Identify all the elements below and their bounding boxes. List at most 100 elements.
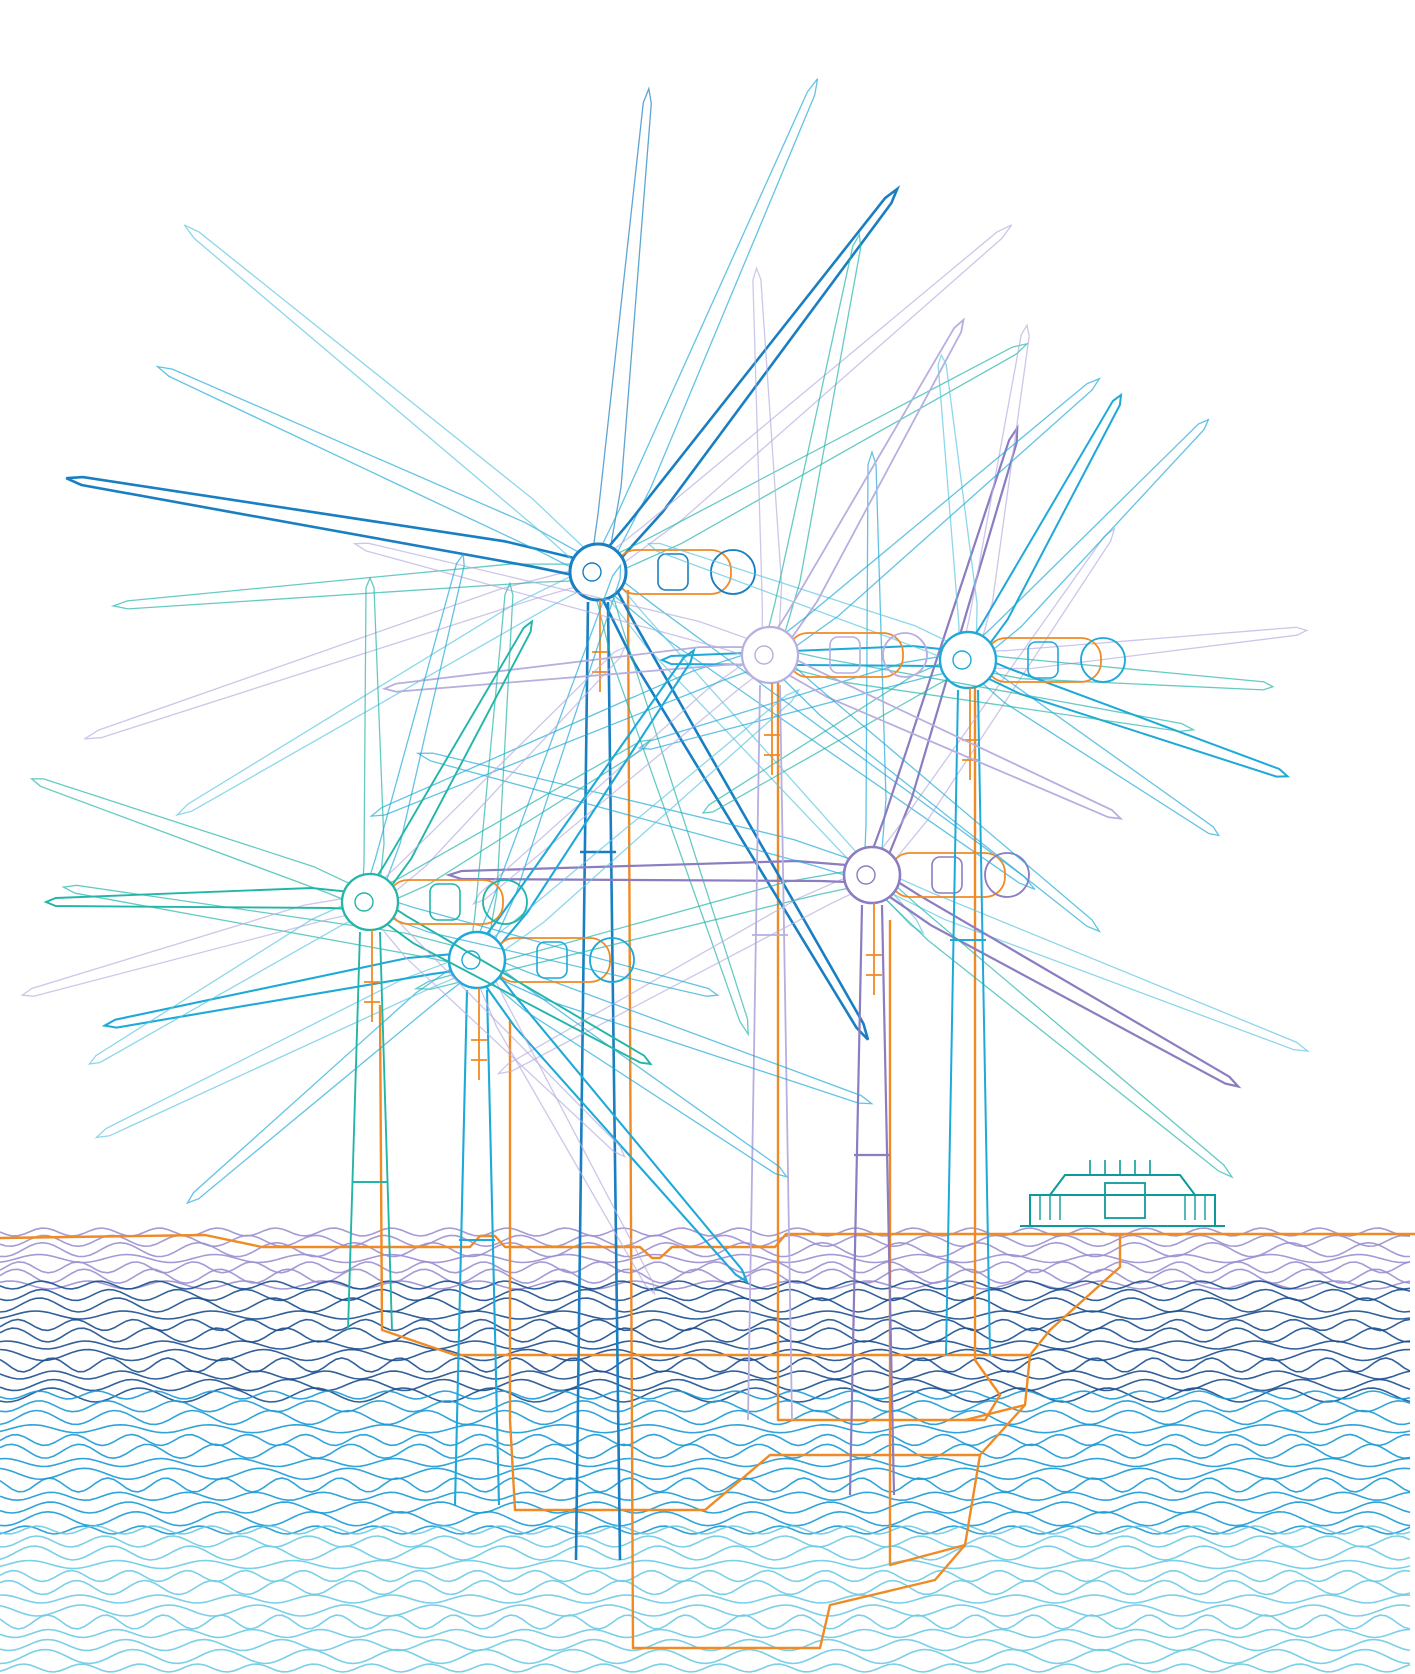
blade (94, 951, 482, 1139)
wave-line (0, 1310, 1411, 1320)
blade (589, 185, 901, 579)
turbine-far-right (637, 323, 1309, 1356)
wave-line (0, 1370, 1411, 1380)
blade (364, 893, 653, 1066)
tower (747, 684, 793, 1421)
wave-line (0, 1559, 1411, 1570)
hub (568, 542, 628, 602)
blade (589, 86, 652, 574)
wave-line (0, 1378, 1411, 1392)
wave-line (0, 1227, 1411, 1237)
wave-band-blue (0, 1390, 1411, 1535)
blade (468, 563, 622, 964)
blade (415, 752, 875, 884)
hub (938, 630, 998, 690)
cable-segment (776, 660, 1032, 1422)
substation-building (1104, 1182, 1146, 1219)
turbine-left-center (61, 563, 874, 1506)
blade (84, 563, 602, 740)
cable-segment (965, 670, 1002, 1422)
tower (574, 601, 622, 1561)
tower (848, 904, 896, 1496)
wave-line (0, 1510, 1411, 1527)
hub (447, 930, 507, 990)
wave-line (0, 1501, 1411, 1514)
wave-line (0, 1357, 1411, 1373)
wave-line (0, 1340, 1411, 1350)
wave-line (0, 1443, 1411, 1460)
wind-turbines (20, 78, 1311, 1561)
blade (761, 317, 965, 661)
wave-line (0, 1594, 1411, 1604)
blade (591, 224, 1013, 579)
tower (347, 931, 393, 1331)
wave-line (0, 1348, 1411, 1362)
hub (740, 625, 800, 685)
export-cables (0, 589, 1415, 1650)
hub (340, 872, 400, 932)
blade (752, 266, 783, 656)
wave-line (0, 1433, 1411, 1447)
wave-line (0, 1280, 1411, 1290)
cable-segment (0, 1232, 1415, 1260)
wave-line (0, 1545, 1411, 1561)
hub-cap (354, 892, 374, 912)
wave-line (0, 1604, 1411, 1617)
wave-line (0, 1387, 1411, 1403)
hub-cap (582, 562, 602, 582)
wave-line (0, 1457, 1411, 1468)
blade (20, 893, 373, 997)
internal-cable (471, 988, 487, 1080)
wave-line (0, 1399, 1411, 1413)
blade (761, 232, 862, 658)
wave-line (0, 1663, 1411, 1673)
internal-cable (764, 683, 780, 775)
blade (367, 893, 720, 997)
turbine-right (413, 424, 1311, 1496)
wave-line (0, 1253, 1411, 1264)
blade (937, 353, 978, 662)
blade (863, 449, 887, 876)
wave-line (0, 1241, 1411, 1258)
wave-line (0, 1423, 1411, 1434)
cable-segment (626, 589, 966, 1650)
wave-line (0, 1638, 1411, 1652)
wave-line (0, 1234, 1411, 1248)
substation-frame (1020, 1174, 1225, 1227)
hub-cap (952, 650, 972, 670)
blade (470, 688, 801, 967)
blade (646, 542, 972, 669)
turbine-mid-back (352, 232, 1196, 1421)
blade (959, 323, 1030, 663)
wave-line (0, 1491, 1411, 1502)
offshore-substation (1020, 1160, 1225, 1227)
wave-line (0, 1467, 1411, 1481)
internal-cable (364, 930, 380, 1022)
blade (866, 866, 1242, 1089)
wave-line (0, 1409, 1411, 1426)
wave-band-navy (0, 1280, 1411, 1403)
blade (473, 951, 874, 1105)
wave-line (0, 1280, 1411, 1290)
blade (589, 568, 749, 1037)
blade (61, 884, 480, 969)
hub-cap (754, 645, 774, 665)
blade (352, 542, 773, 664)
cable-segment (888, 920, 982, 1567)
transformer-fins (1039, 1195, 1206, 1220)
wave-line (0, 1648, 1411, 1665)
wave-line (0, 1477, 1411, 1493)
wave-band-purple (0, 1227, 1411, 1290)
wave-line (0, 1525, 1411, 1535)
nacelle (615, 549, 756, 595)
wave-line (0, 1628, 1411, 1639)
internal-cable (866, 903, 882, 995)
wave-line (0, 1260, 1411, 1274)
wave-line (0, 1535, 1411, 1548)
blade (866, 867, 1234, 1179)
wave-line (0, 1579, 1411, 1596)
wave-line (0, 1268, 1411, 1285)
turbine-far-left (20, 552, 720, 1331)
tower (453, 989, 501, 1506)
